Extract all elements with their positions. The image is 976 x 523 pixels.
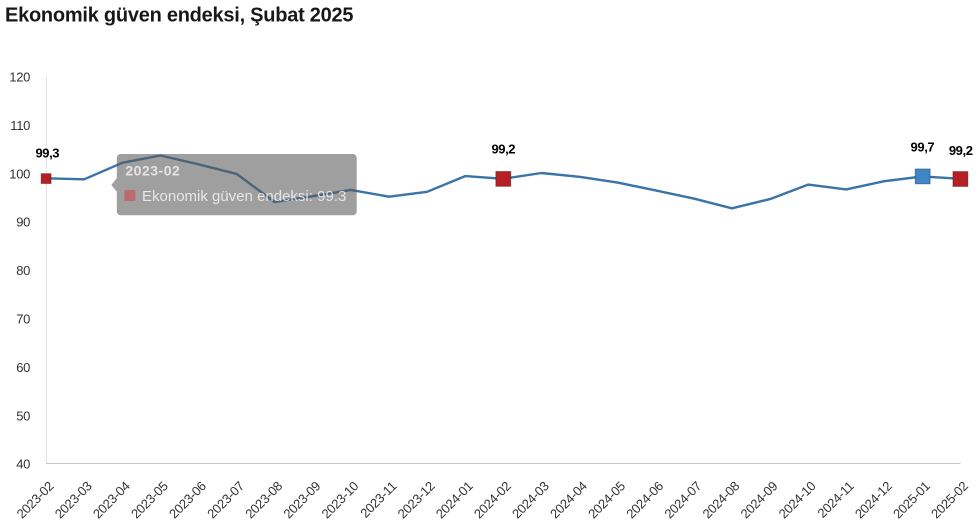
svg-text:40: 40	[16, 457, 30, 472]
svg-text:Ekonomik güven endeksi: 99.3: Ekonomik güven endeksi: 99.3	[142, 188, 346, 205]
svg-text:80: 80	[16, 263, 30, 278]
svg-text:60: 60	[16, 360, 30, 375]
svg-text:110: 110	[10, 118, 30, 133]
svg-text:90: 90	[16, 215, 30, 230]
svg-text:Ekonomik güven endeksi, Şubat: Ekonomik güven endeksi, Şubat 2025	[5, 5, 353, 27]
svg-text:99,2: 99,2	[949, 143, 973, 158]
svg-text:50: 50	[16, 408, 30, 423]
svg-text:99,2: 99,2	[491, 142, 515, 157]
svg-text:99,7: 99,7	[911, 140, 935, 155]
svg-text:100: 100	[9, 166, 30, 181]
svg-text:99,3: 99,3	[35, 145, 59, 160]
svg-text:70: 70	[16, 312, 30, 327]
svg-text:2023-02: 2023-02	[125, 163, 180, 179]
svg-text:120: 120	[9, 70, 30, 85]
